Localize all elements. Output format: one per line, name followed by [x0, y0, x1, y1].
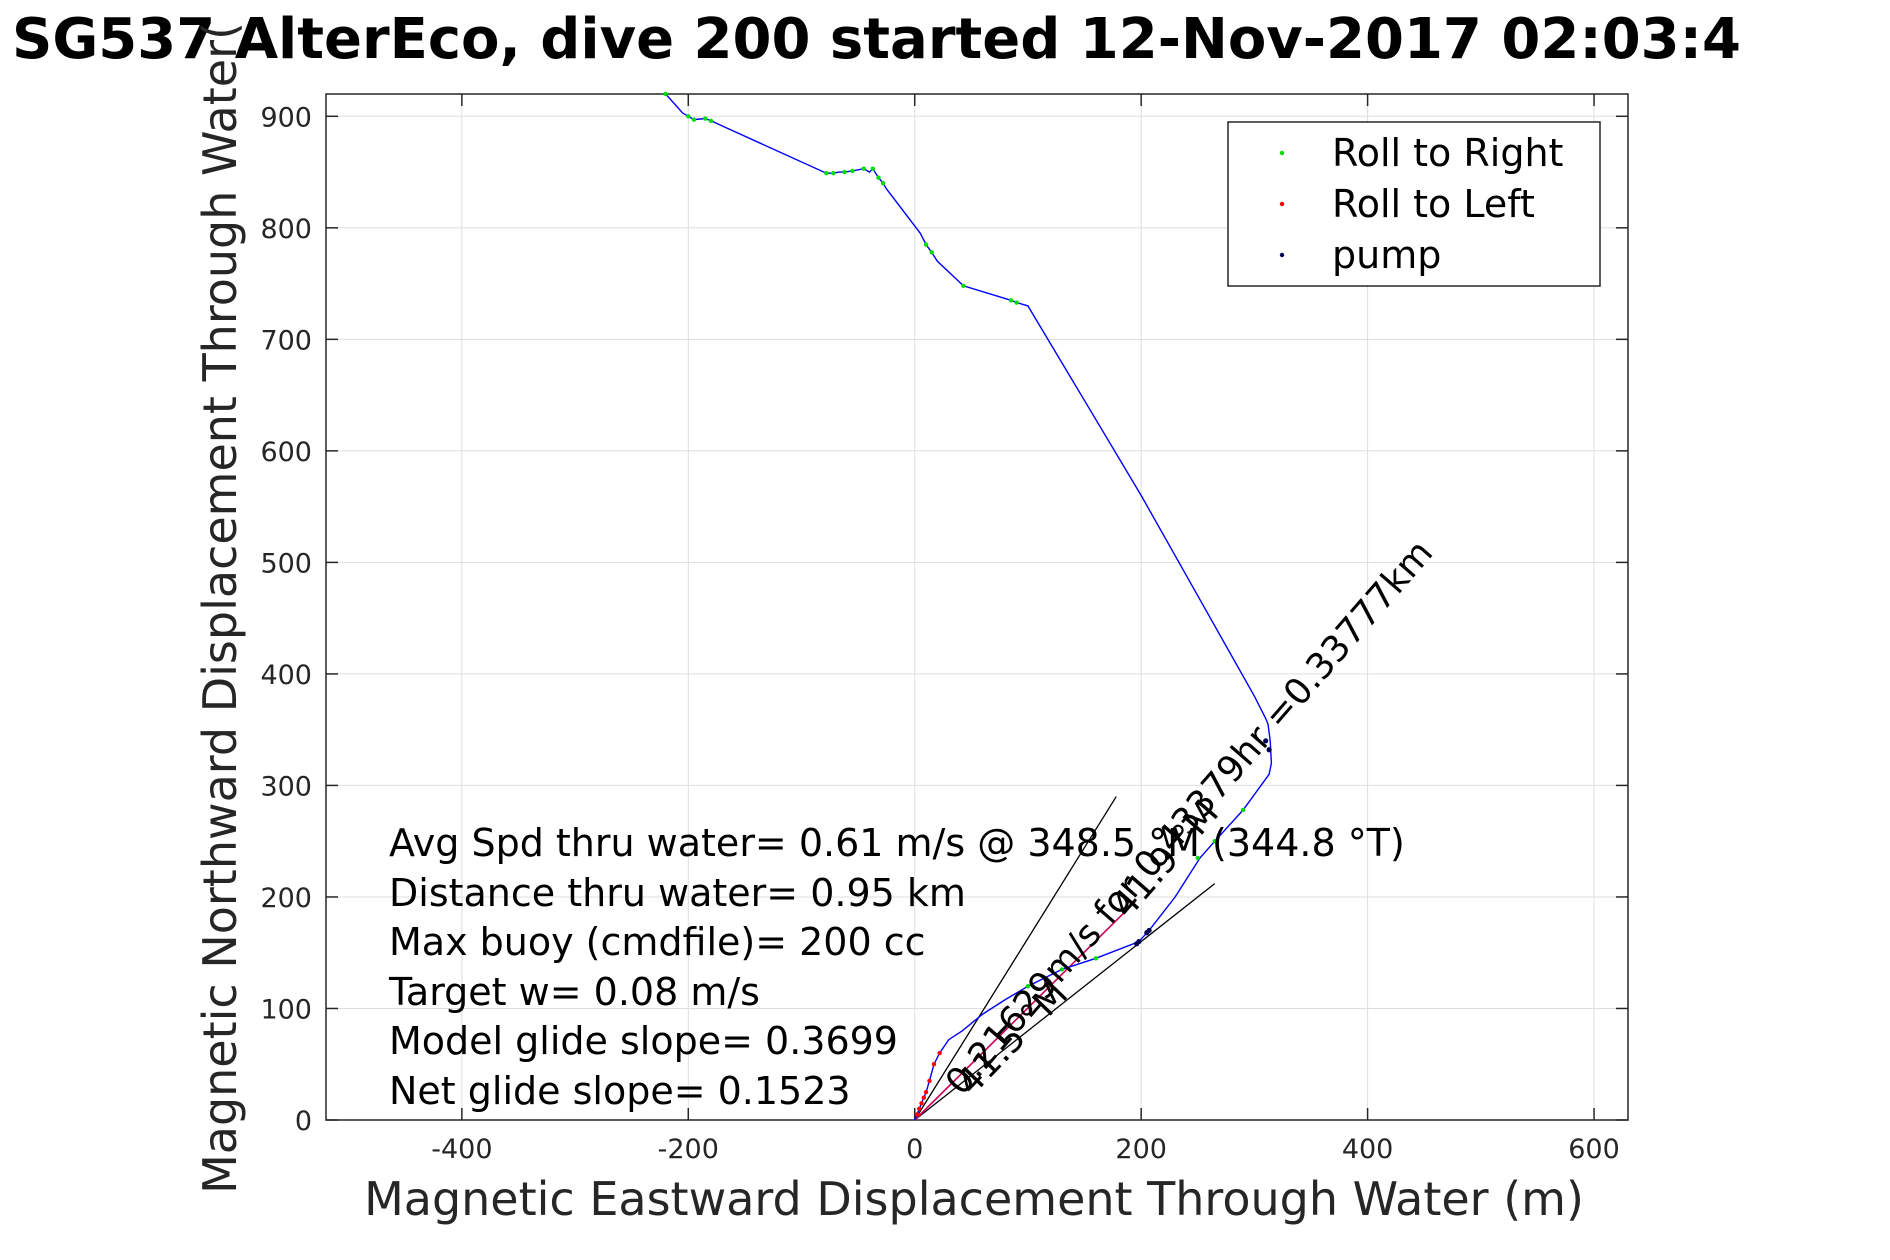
legend: Roll to Right Roll to Left pump [1227, 121, 1601, 287]
roll-right-point [824, 170, 829, 176]
y-tick-label: 300 [260, 771, 312, 802]
series-layer [663, 91, 1273, 1121]
roll-right-point [1025, 983, 1031, 989]
y-tick-label: 0 [295, 1106, 312, 1137]
pump-point [1136, 938, 1142, 945]
y-axis-label-group: Magnetic Northward Displacement Through … [193, 22, 247, 1194]
roll-right-point [861, 166, 866, 171]
roll-right-point [850, 168, 855, 174]
roll-right-point [923, 242, 929, 247]
x-tick-labels: -400 -200 0 200 400 600 [431, 1134, 1620, 1165]
x-tick-label: -400 [431, 1134, 492, 1165]
x-tick-label: 400 [1342, 1134, 1394, 1165]
x-tick-label: -200 [658, 1134, 719, 1165]
roll-right-point [1212, 838, 1217, 844]
y-tick-label: 600 [260, 437, 312, 468]
x-axis-label: Magnetic Eastward Displacement Through W… [364, 1172, 1584, 1226]
y-tick-label: 800 [260, 214, 312, 245]
pump-point [1146, 927, 1152, 934]
roll-left-point [917, 1106, 922, 1112]
legend-label-roll-right: Roll to Right [1332, 131, 1563, 175]
roll-right-point [691, 117, 697, 122]
y-tick-label: 500 [260, 548, 312, 579]
roll-right-point [842, 169, 847, 175]
heading-line-upper [914, 796, 1117, 1121]
roll-left-point [914, 1112, 920, 1117]
legend-marker-pump [1279, 252, 1285, 258]
heading-lines [914, 796, 1216, 1121]
roll-right-point [961, 283, 966, 289]
roll-right-point [1008, 298, 1014, 303]
roll-right-point [708, 118, 714, 123]
roll-right-point [703, 116, 708, 121]
roll-right-point [831, 170, 836, 176]
stats-text: Avg Spd thru water= 0.61 m/s @ 348.5 °M … [388, 821, 1405, 1113]
x-tick-label: 600 [1568, 1134, 1620, 1165]
roll-left-point [921, 1095, 926, 1100]
roll-right-point [686, 114, 691, 119]
roll-right-point [1240, 807, 1246, 813]
legend-label-pump: pump [1332, 233, 1441, 277]
roll-right-point [663, 91, 668, 97]
y-tick-label: 200 [260, 883, 312, 914]
roll-left-point [937, 1050, 942, 1056]
roll-right-point [929, 250, 934, 255]
grid [326, 94, 1628, 1121]
y-tick-label: 100 [260, 994, 312, 1025]
pump-point [1263, 738, 1269, 744]
heading-line-lower [914, 883, 1216, 1121]
stats-model-glide: Model glide slope= 0.3699 [389, 1019, 898, 1063]
legend-marker-roll-right [1279, 150, 1285, 156]
stats-target-w: Target w= 0.08 m/s [388, 970, 760, 1014]
x-tick-label: 0 [906, 1134, 923, 1165]
y-tick-label: 700 [260, 325, 312, 356]
roll-left-point [923, 1089, 929, 1095]
y-tick-labels: 0 100 200 300 400 500 600 700 800 900 [260, 102, 312, 1137]
plot-area [325, 93, 1629, 1121]
roll-right-point [876, 175, 881, 180]
y-axis-label: Magnetic Northward Displacement Through … [193, 22, 247, 1194]
legend-marker-roll-left [1279, 201, 1285, 207]
roll-left-point [919, 1101, 924, 1106]
pump-point [1266, 747, 1272, 753]
legend-label-roll-left: Roll to Left [1332, 182, 1535, 226]
stats-avg-speed: Avg Spd thru water= 0.61 m/s @ 348.5 °M … [389, 821, 1405, 865]
roll-right-point [870, 166, 876, 171]
roll-right-point [880, 181, 886, 186]
legend-box [1227, 121, 1601, 287]
stats-net-glide: Net glide slope= 0.1523 [389, 1069, 851, 1113]
chart-title: SG537 AlterEco, dive 200 started 12-Nov-… [12, 7, 1741, 72]
roll-right-point [1093, 956, 1099, 961]
stats-distance: Distance thru water= 0.95 km [389, 871, 966, 915]
roll-left-point [927, 1078, 932, 1084]
roll-right-point [1195, 855, 1200, 861]
roll-right-point [1059, 967, 1065, 972]
y-tick-label: 900 [260, 102, 312, 133]
y-tick-label: 400 [260, 660, 312, 691]
x-tick-label: 200 [1115, 1134, 1167, 1165]
stats-max-buoy: Max buoy (cmdfile)= 200 cc [389, 920, 926, 964]
axis-ticks [326, 94, 1628, 1121]
roll-left-point [931, 1062, 937, 1067]
roll-right-point [1014, 300, 1019, 305]
current-track-line [914, 900, 1137, 1121]
